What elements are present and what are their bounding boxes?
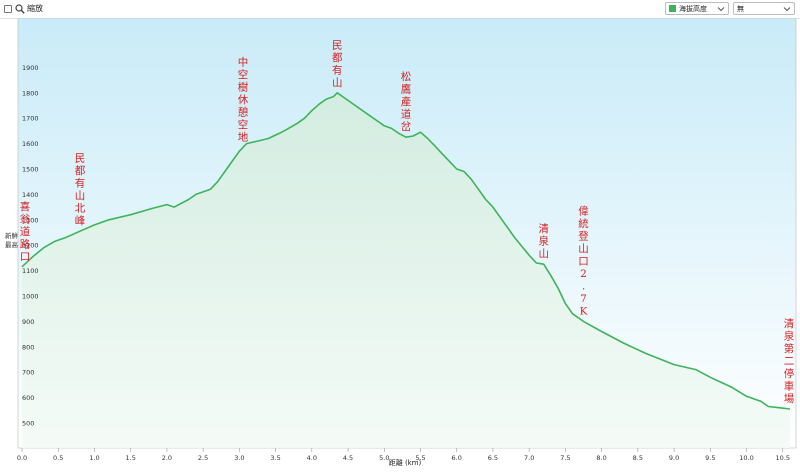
zoom-checkbox[interactable] — [4, 4, 12, 13]
x-tick-label: 10.0 — [739, 454, 753, 462]
x-tick-label: 3.0 — [234, 454, 244, 462]
x-tick-label: 4.5 — [343, 454, 353, 462]
waypoint-label: 清泉山 — [538, 222, 549, 260]
secondary-select[interactable]: 無 — [733, 2, 795, 15]
y-tick-label: 800 — [22, 343, 34, 351]
series-color-swatch — [669, 5, 676, 12]
y-tick-label: 1900 — [22, 64, 39, 72]
x-tick-label: 2.5 — [198, 454, 208, 462]
x-tick-label: 5.0 — [379, 454, 389, 462]
x-tick-label: 6.5 — [488, 454, 498, 462]
y-tick-label: 1700 — [22, 115, 39, 123]
y-tick-label: 1600 — [22, 140, 39, 148]
elevation-line — [21, 92, 791, 410]
x-tick-label: 5.5 — [415, 454, 425, 462]
x-tick-label: 0.5 — [53, 454, 63, 462]
x-tick-label: 6.0 — [452, 454, 462, 462]
y-tick-label: 700 — [22, 369, 34, 377]
chevron-down-icon — [717, 6, 725, 11]
waypoint-label: 清泉第二停車場 — [784, 317, 795, 405]
series-select[interactable]: 海拔高度 — [665, 2, 729, 15]
zoom-control[interactable]: 縮放 — [4, 3, 43, 14]
edge-label: 最高 — [5, 240, 19, 249]
y-tick-label: 1300 — [22, 216, 39, 224]
waypoint-label: 民都有山 — [332, 39, 343, 89]
y-tick-label: 1800 — [22, 89, 39, 97]
x-tick-label: 8.0 — [596, 454, 606, 462]
x-tick-label: 2.0 — [162, 454, 172, 462]
chart-toolbar: 縮放 海拔高度 無 — [0, 0, 800, 19]
y-tick-label: 1000 — [22, 293, 39, 301]
x-tick-label: 0.0 — [17, 454, 27, 462]
x-tick-label: 7.5 — [560, 454, 570, 462]
x-tick-label: 10.5 — [776, 454, 790, 462]
y-tick-label: 500 — [22, 420, 34, 428]
x-tick-label: 1.0 — [89, 454, 99, 462]
x-tick-label: 8.5 — [633, 454, 643, 462]
x-tick-label: 1.5 — [126, 454, 136, 462]
zoom-icon — [15, 3, 25, 14]
secondary-select-value: 無 — [737, 4, 744, 13]
x-tick-label: 9.5 — [705, 454, 715, 462]
x-tick-label: 7.0 — [524, 454, 534, 462]
y-tick-label: 900 — [22, 318, 34, 326]
x-tick-label: 3.5 — [270, 454, 280, 462]
waypoint-label: 民都有山北峰 — [75, 153, 86, 228]
waypoint-label: 喜翁道路口 — [20, 200, 31, 263]
x-axis-title: 距離 (km) — [389, 458, 422, 467]
series-select-value: 海拔高度 — [679, 4, 707, 13]
edge-label: 新鮮 — [5, 231, 19, 240]
waypoint-label: 松鷹產道岔 — [401, 70, 412, 133]
x-tick-label: 4.0 — [307, 454, 317, 462]
elevation-area — [22, 92, 790, 449]
elevation-chart: 500 600 700 800 900 1000 1100 1200 1300 1400 1500 1… — [5, 18, 797, 467]
y-tick-label: 1400 — [22, 191, 39, 199]
zoom-label: 縮放 — [27, 4, 43, 13]
y-tick-label: 600 — [22, 394, 34, 402]
x-tick-label: 9.0 — [669, 454, 679, 462]
y-tick-label: 1500 — [22, 166, 39, 174]
waypoint-label: 偉統登山口 2. 7 K — [578, 205, 589, 317]
waypoint-label: 中空樹休憩空地 — [238, 55, 249, 143]
y-tick-label: 1100 — [22, 267, 39, 275]
chevron-down-icon — [783, 6, 791, 11]
y-tick-label: 1200 — [22, 242, 39, 250]
